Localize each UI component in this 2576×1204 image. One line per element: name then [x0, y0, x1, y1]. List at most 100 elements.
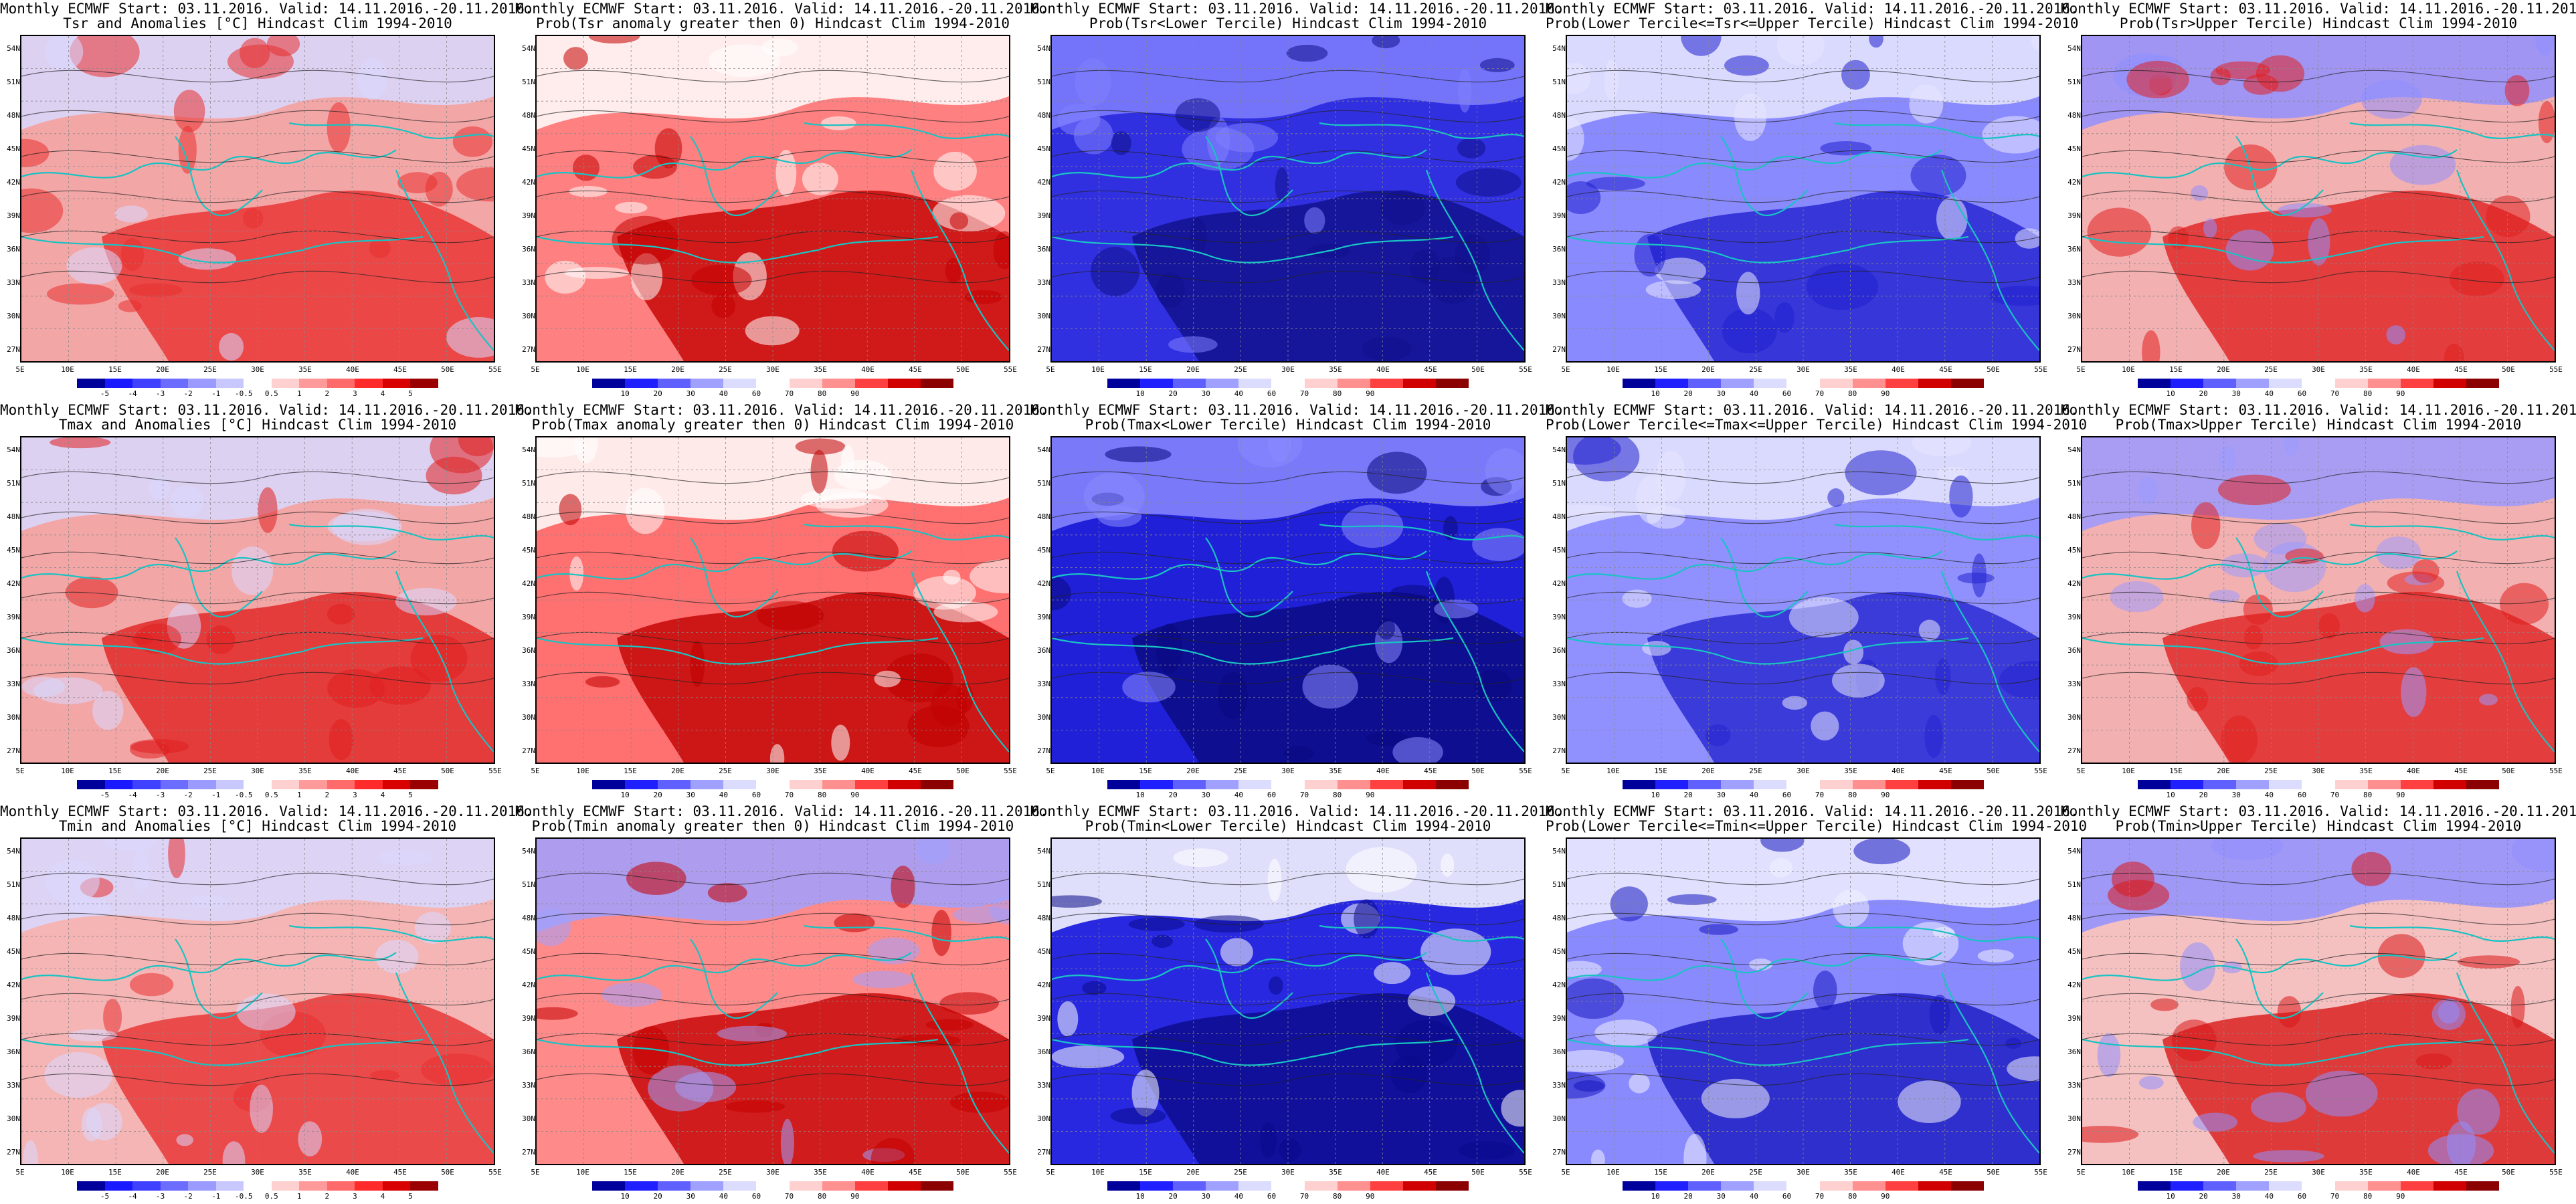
field-blotch	[1110, 1107, 1166, 1124]
colorbar-label: -2	[183, 1192, 193, 1201]
colorbar-label: 3	[353, 791, 357, 799]
coastline	[537, 550, 912, 580]
contour-line	[1052, 631, 1524, 645]
colorbar-segment	[723, 780, 757, 789]
colorbar-label: 10	[2166, 389, 2175, 398]
longitude-label: 10E	[1606, 767, 1620, 775]
colorbar-label: 70	[1299, 389, 1309, 398]
colorbar-label: 80	[1333, 389, 1342, 398]
longitude-label: 30E	[1281, 1168, 1295, 1177]
field-blotch	[2412, 559, 2440, 583]
colorbar-label: 90	[1366, 1192, 1375, 1201]
latitude-label: 39N	[1037, 211, 1050, 220]
contour-line	[21, 872, 494, 886]
latitude-label: 30N	[2067, 713, 2081, 722]
field-blotch	[970, 559, 1009, 593]
colorbar-segment	[1754, 1181, 1787, 1191]
longitude-label: 5E	[2076, 1168, 2086, 1177]
field-blotch	[44, 859, 100, 904]
colorbar-label: 30	[1716, 389, 1726, 398]
field-blotch	[1458, 68, 1472, 113]
longitude-label: 5E	[531, 767, 540, 775]
latitude-label: 33N	[1552, 680, 1566, 688]
colorbar-segment	[382, 379, 411, 388]
colorbar-label: 70	[1815, 1192, 1825, 1201]
field-blotch	[2243, 594, 2273, 625]
colorbar-segment	[1721, 1181, 1754, 1191]
map-svg	[1567, 839, 2039, 1164]
colorbar-segment	[920, 1181, 954, 1191]
colorbar-segment	[2269, 1181, 2302, 1191]
longitude-label: 20E	[671, 365, 684, 374]
field-blotch	[21, 138, 50, 168]
colorbar-label: 0.5	[264, 791, 278, 799]
contour-line	[1567, 952, 2039, 966]
field-blotch	[1567, 1049, 1624, 1072]
map-svg	[1052, 437, 1524, 763]
field-blotch	[2351, 851, 2391, 886]
longitude-label: 20E	[156, 767, 169, 775]
colorbar-label: -3	[155, 791, 165, 799]
panel-title-line1: Monthly ECMWF Start: 03.11.2016. Valid: …	[2061, 402, 2576, 418]
colorbar-label: 30	[686, 791, 695, 799]
colorbar-label: 90	[850, 1192, 860, 1201]
field-blotch	[1957, 573, 1995, 584]
field-blotch	[2005, 1037, 2022, 1049]
field-blotch	[178, 248, 237, 270]
longitude-label: 5E	[531, 1168, 540, 1177]
colorbar-label: 90	[1881, 389, 1890, 398]
field-blotch	[2318, 613, 2340, 639]
field-blotch	[1434, 599, 1479, 619]
colorbar-segment	[215, 1181, 244, 1191]
panel-title-line1: Monthly ECMWF Start: 03.11.2016. Valid: …	[515, 1, 1048, 17]
field-blotch	[2538, 101, 2555, 144]
field-blotch	[2087, 207, 2152, 257]
map-area	[1050, 35, 1526, 363]
latitude-label: 36N	[522, 245, 535, 254]
colorbar-label: 90	[1881, 791, 1890, 799]
map-area	[535, 35, 1010, 363]
colorbar-label: -0.5	[234, 389, 253, 398]
longitude-label: 35E	[1329, 365, 1342, 374]
longitude-label: 55E	[488, 365, 502, 374]
colorbar-label: 80	[818, 791, 827, 799]
latitude-label: 51N	[1037, 78, 1050, 86]
contour-line	[1567, 511, 2039, 524]
field-blotch	[745, 316, 800, 346]
colorbar-segment	[104, 780, 133, 789]
map-panel: Monthly ECMWF Start: 03.11.2016. Valid: …	[0, 803, 533, 1204]
field-blotch	[626, 488, 665, 534]
colorbar-segment	[658, 1181, 691, 1191]
longitude-label: 35E	[298, 1168, 312, 1177]
field-blotch	[173, 90, 205, 132]
contour-line	[21, 110, 494, 123]
colorbar-segment	[299, 780, 328, 789]
map-svg	[2082, 437, 2555, 763]
latitude-label: 48N	[7, 914, 20, 922]
field-blotch	[2500, 583, 2549, 625]
field-blotch	[1734, 93, 1766, 141]
colorbar-segment	[2302, 379, 2336, 388]
panel-subtitle: Prob(Tsr>Upper Tercile) Hindcast Clim 19…	[2119, 15, 2518, 31]
colorbar-label: 70	[1299, 1192, 1309, 1201]
contour-line	[1052, 952, 1524, 966]
field-blotch	[327, 669, 385, 708]
latitude-label: 42N	[1552, 579, 1566, 588]
field-blotch	[615, 201, 648, 214]
longitude-label: 45E	[1424, 767, 1437, 775]
colorbar-segment	[1206, 1181, 1239, 1191]
coastline	[21, 1038, 424, 1066]
latitude-label: 48N	[7, 512, 20, 521]
colorbar-label: 40	[1234, 791, 1243, 799]
longitude-label: 20E	[2217, 1168, 2230, 1177]
colorbar-label: 30	[1716, 791, 1726, 799]
field-blotch	[2355, 584, 2375, 613]
coastline	[288, 523, 494, 540]
colorbar-segment	[1950, 1181, 1985, 1191]
field-blotch	[1122, 672, 1176, 703]
longitude-label: 15E	[624, 767, 637, 775]
colorbar-label: 80	[818, 1192, 827, 1201]
colorbar-label: -5	[100, 791, 110, 799]
latitude-label: 27N	[2067, 345, 2081, 354]
contour-line	[537, 631, 1009, 645]
